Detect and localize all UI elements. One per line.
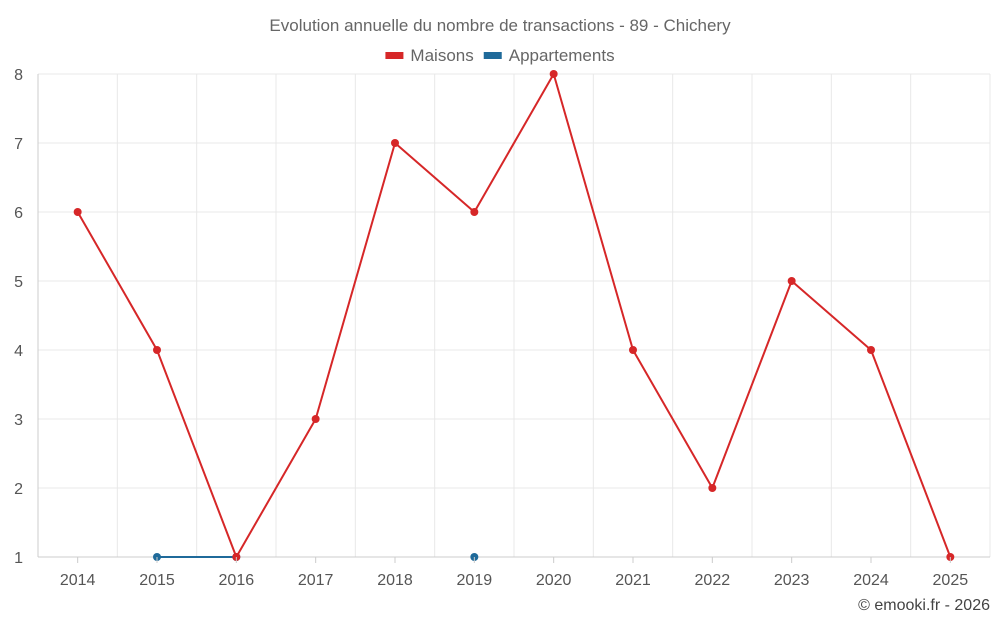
legend-label: Maisons	[410, 46, 473, 65]
grid	[37, 73, 991, 558]
chart-title: Evolution annuelle du nombre de transact…	[269, 16, 731, 35]
data-point[interactable]	[470, 208, 479, 216]
y-tick-label: 5	[14, 274, 23, 291]
legend: Maisons Appartements	[385, 46, 615, 65]
y-tick-label: 8	[14, 67, 23, 84]
x-tick-label: 2015	[139, 572, 175, 589]
credit-text: © emooki.fr - 2026	[858, 597, 990, 614]
data-point[interactable]	[311, 415, 320, 423]
x-tick-label: 2019	[457, 572, 493, 589]
y-tick-label: 1	[14, 550, 23, 567]
y-axis: 1 2 3 4 5 6 7 8	[14, 67, 23, 567]
series-layer	[73, 70, 955, 561]
legend-swatch	[385, 52, 404, 59]
series-line	[76, 73, 952, 558]
x-tick-label: 2021	[615, 572, 651, 589]
y-tick-label: 7	[14, 136, 23, 153]
x-tick-label: 2020	[536, 572, 572, 589]
x-tick-label: 2018	[377, 572, 413, 589]
x-tick-label: 2014	[60, 572, 96, 589]
data-point[interactable]	[867, 346, 875, 354]
legend-item-maisons[interactable]: Maisons	[385, 46, 474, 65]
data-point[interactable]	[629, 346, 637, 354]
data-point[interactable]	[708, 484, 717, 492]
x-tick-label: 2022	[695, 572, 731, 589]
series-maisons	[73, 70, 955, 561]
data-point[interactable]	[153, 346, 161, 354]
data-point[interactable]	[787, 277, 796, 285]
y-tick-label: 4	[14, 343, 23, 360]
legend-item-appartements[interactable]: Appartements	[483, 46, 615, 65]
legend-swatch	[483, 52, 502, 59]
y-tick-label: 2	[14, 481, 23, 498]
legend-label: Appartements	[509, 46, 615, 65]
x-tick-label: 2024	[853, 572, 889, 589]
x-tick-label: 2023	[774, 572, 810, 589]
y-tick-label: 6	[14, 205, 23, 222]
y-tick-label: 3	[14, 412, 23, 429]
data-point[interactable]	[391, 139, 399, 147]
data-point[interactable]	[73, 208, 82, 216]
x-tick-label: 2025	[933, 572, 969, 589]
x-tick-label: 2017	[298, 572, 334, 589]
x-tick-label: 2016	[219, 572, 255, 589]
data-point[interactable]	[549, 70, 558, 78]
x-axis: 2014 2015 2016 2017 2018 2019 2020 2021 2022 2023…	[60, 557, 968, 589]
